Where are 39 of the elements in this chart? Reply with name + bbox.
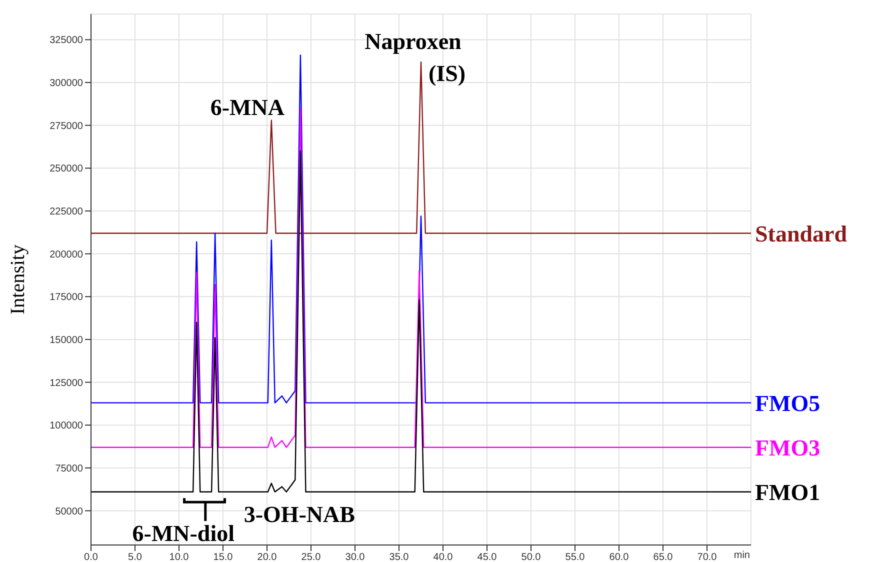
y-tick-label: 325000 [50,35,84,46]
x-tick-label: 50.0 [521,552,542,562]
y-tick-label: 50000 [55,506,84,518]
x-tick-label: 35.0 [389,552,410,562]
x-tick-label: 20.0 [257,552,278,562]
x-tick-label: 15.0 [213,552,234,562]
x-tick-label: 40.0 [433,552,454,562]
y-tick-label: 125000 [50,378,84,389]
y-tick-label: 250000 [50,164,84,175]
y-tick-label: 75000 [55,463,84,474]
x-tick-label: 70.0 [697,552,718,562]
x-axis-title: min [734,550,750,561]
x-tick-label: 30.0 [345,552,366,562]
y-tick-label: 175000 [50,292,84,304]
y-tick-label: 200000 [50,249,84,260]
annotation: 6-MN-diol [132,521,235,546]
annotation: 6-MNA [210,95,285,120]
x-tick-label: 45.0 [477,552,498,562]
x-tick-label: 10.0 [169,552,190,562]
y-tick-label: 100000 [50,420,84,432]
annotation: 3-OH-NAB [244,502,355,528]
series-label: FMO1 [755,480,820,505]
y-axis-title: Intensity [7,244,29,314]
x-tick-label: 65.0 [653,552,674,562]
line-series [91,54,751,404]
annotation: Naproxen (IS) [364,28,466,86]
x-tick-label: 0.0 [84,552,98,562]
series-label: FMO3 [755,435,820,460]
series-label: FMO5 [755,390,820,416]
y-tick-label: 275000 [50,120,84,132]
x-tick-label: 55.0 [565,552,586,562]
series-label: Standard [755,221,848,246]
x-tick-label: 5.0 [128,552,142,562]
y-tick-label: 300000 [50,78,84,90]
line-series [91,150,751,492]
x-tick-label: 60.0 [609,552,630,562]
x-tick-label: 25.0 [301,552,322,562]
y-tick-label: 225000 [50,206,84,218]
y-tick-label: 150000 [50,335,84,346]
